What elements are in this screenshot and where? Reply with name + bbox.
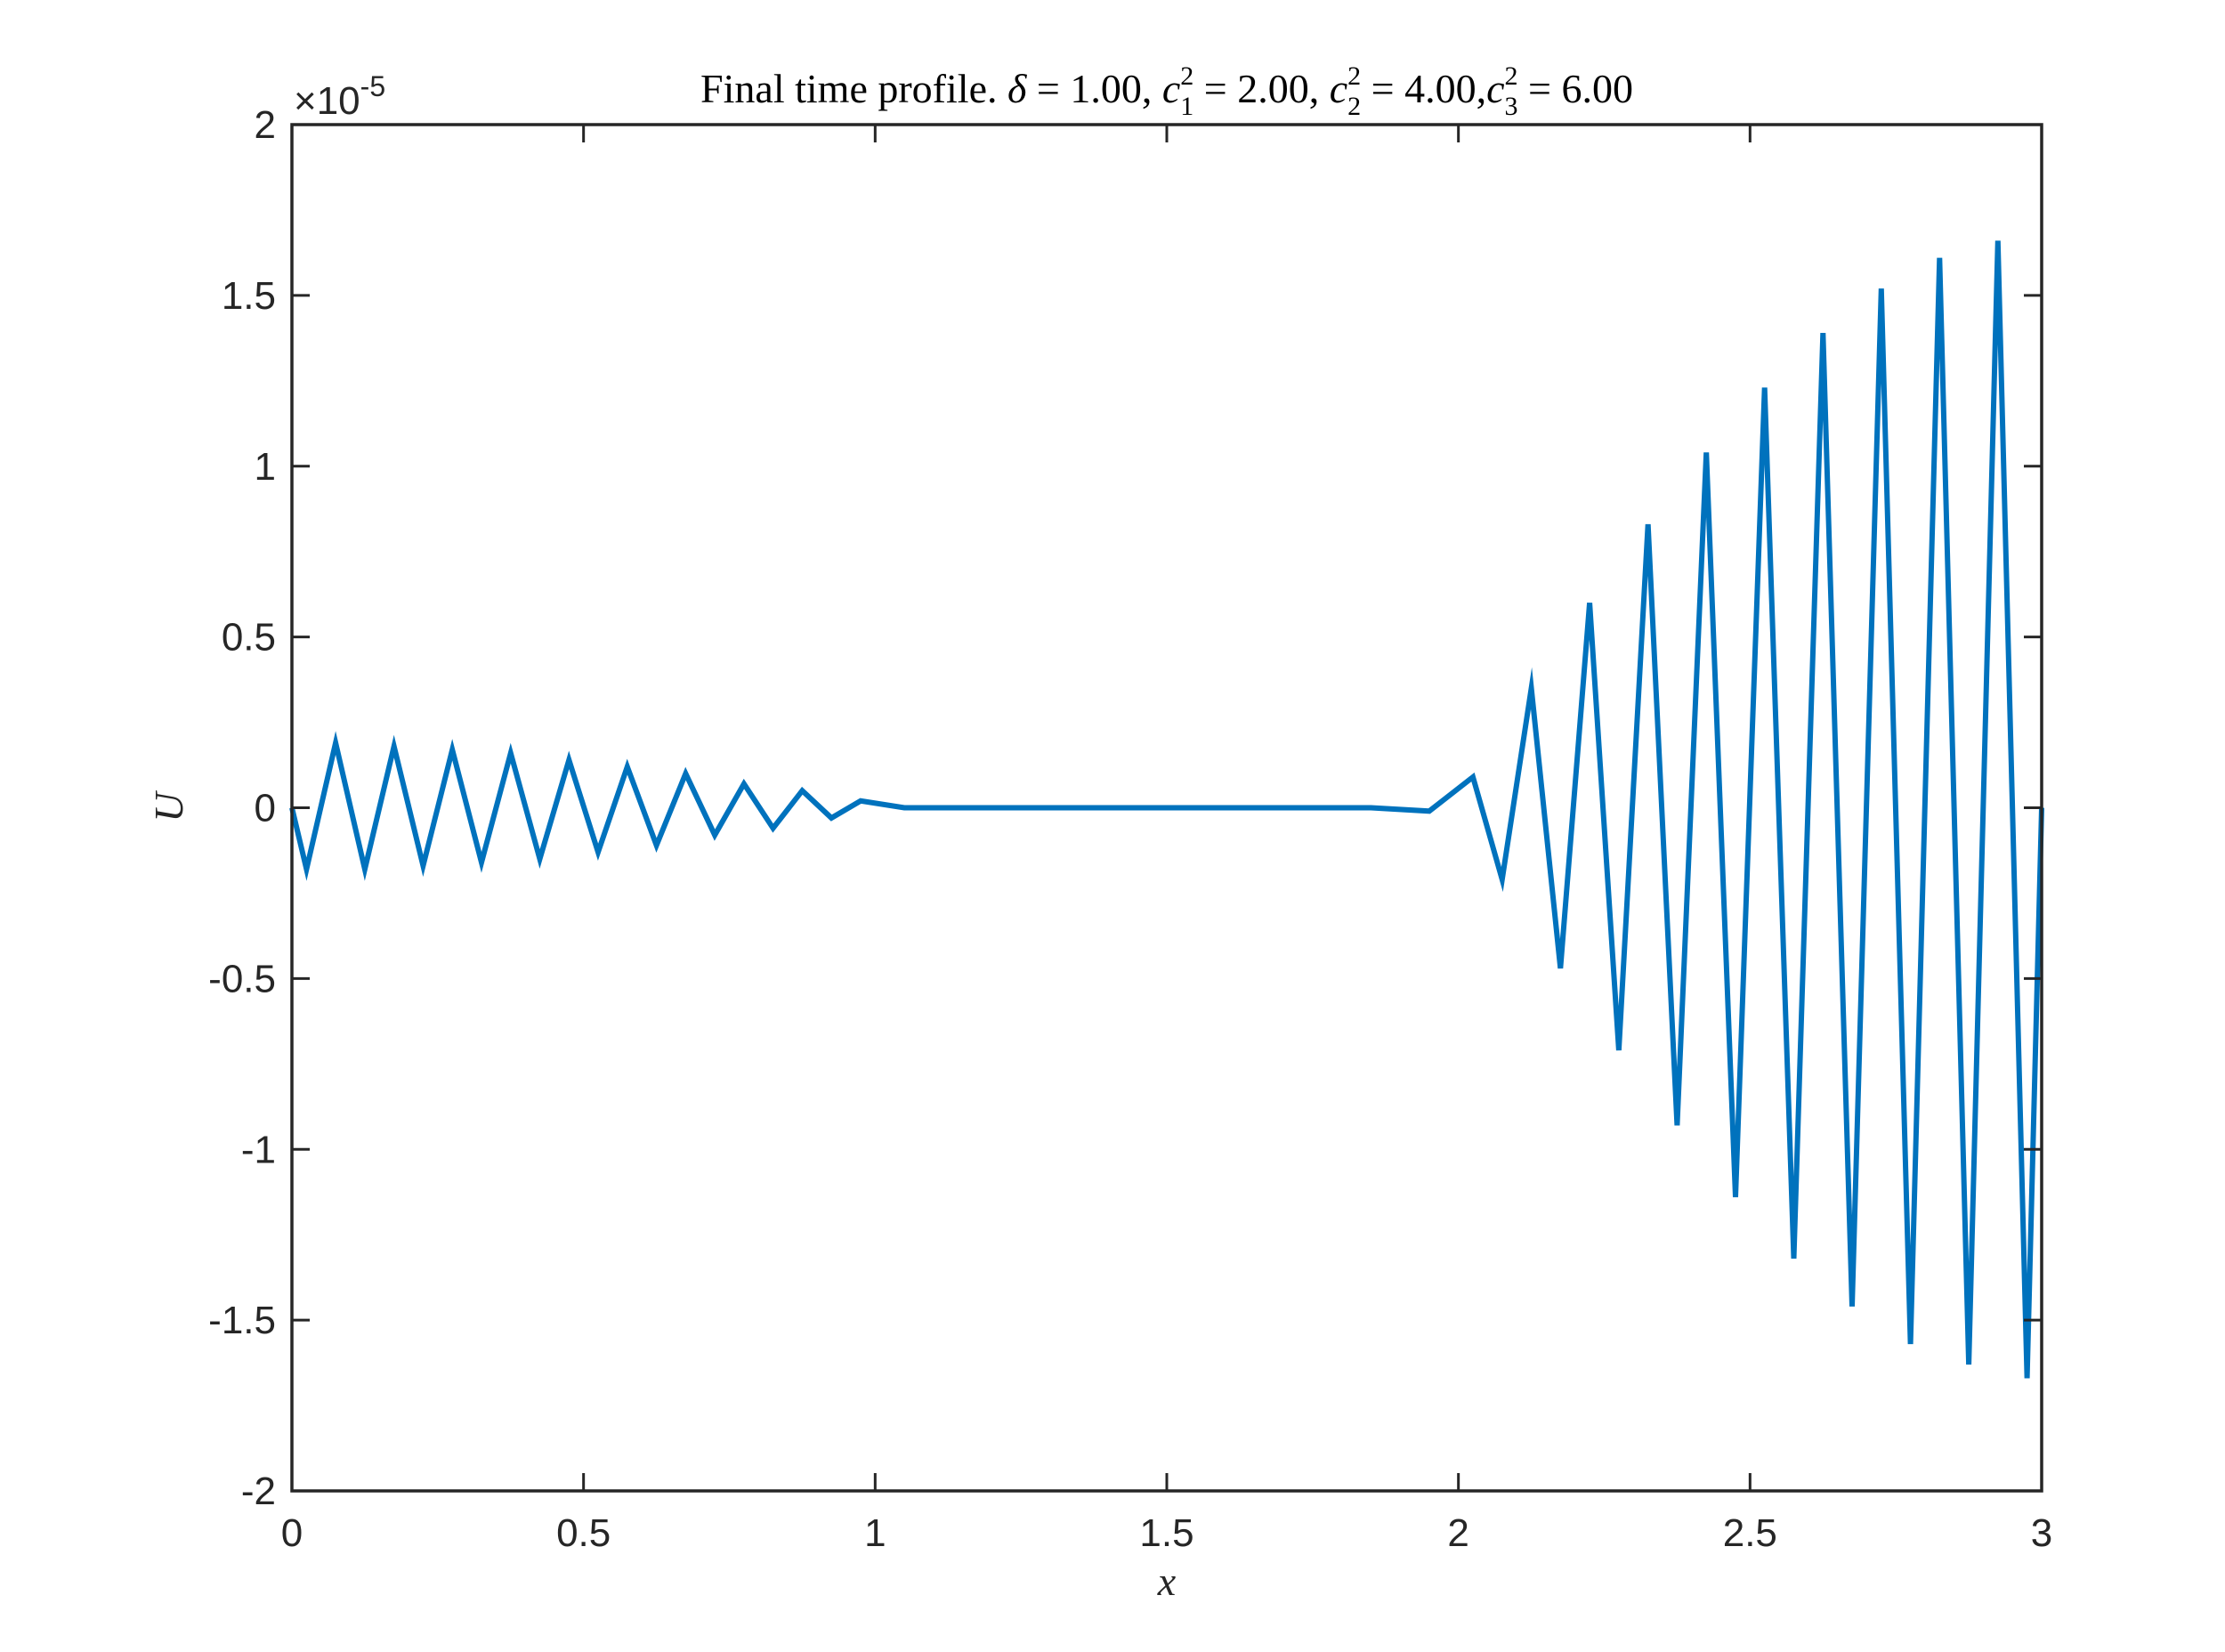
x-tick-label-2: 1 [864, 1511, 886, 1555]
y-multiplier-base: 10 [317, 79, 360, 123]
y-multiplier-times: × [294, 79, 317, 123]
ticks-layer [290, 123, 2043, 1493]
y-tick-label-5: 0.5 [222, 616, 276, 660]
title-c2-sup: 2 [1347, 61, 1361, 91]
title-prefix: Final time profile. [700, 66, 1007, 111]
x-tick-labels: 0 0.5 1 1.5 2 2.5 3 [281, 1511, 2052, 1555]
x-tick-label-3: 1.5 [1139, 1511, 1193, 1555]
y-tick-label-7: 1.5 [222, 274, 276, 318]
y-axis-label: U [146, 790, 191, 822]
title-c3-sub: 3 [1505, 92, 1518, 121]
y-tick-label-3: -0.5 [208, 957, 276, 1000]
x-axis-label: x [1157, 1559, 1177, 1604]
title-c2-base: c [1330, 66, 1347, 111]
series-line-0 [289, 240, 2044, 1379]
x-tick-label-0: 0 [281, 1511, 303, 1555]
chart-title: Final time profile. δ = 1.00, c2 1 = 2.00… [700, 61, 1633, 121]
title-c2-value: = 4.00, [1361, 66, 1486, 111]
x-tick-label-5: 2.5 [1723, 1511, 1777, 1555]
title-c1-sub: 1 [1180, 92, 1193, 121]
title-c3-base: c [1486, 66, 1504, 111]
y-tick-labels: -2 -1.5 -1 -0.5 0 0.5 1 1.5 2 [208, 103, 276, 1513]
series-layer [289, 240, 2044, 1379]
y-multiplier-label: ×10-5 [294, 70, 385, 123]
title-c3-sup: 2 [1505, 61, 1518, 91]
title-c3-value: = 6.00 [1518, 66, 1633, 111]
x-tick-label-6: 3 [2031, 1511, 2052, 1555]
x-tick-label-4: 2 [1447, 1511, 1468, 1555]
y-tick-label-0: -2 [241, 1470, 276, 1513]
title-delta-value: = 1.00, [1026, 66, 1161, 111]
y-multiplier-exponent: -5 [360, 70, 385, 102]
title-c1-base: c [1162, 66, 1180, 111]
y-tick-label-6: 1 [255, 445, 276, 489]
title-c2-sub: 2 [1347, 92, 1361, 121]
y-tick-label-1: -1.5 [208, 1299, 276, 1342]
y-tick-label-4: 0 [255, 787, 276, 830]
x-tick-label-1: 0.5 [556, 1511, 611, 1555]
y-tick-label-8: 2 [255, 103, 276, 147]
y-tick-label-2: -1 [241, 1128, 276, 1171]
title-c1-value: = 2.00, [1193, 66, 1329, 111]
title-c1-sup: 2 [1180, 61, 1193, 91]
title-delta-symbol: δ [1007, 66, 1027, 111]
